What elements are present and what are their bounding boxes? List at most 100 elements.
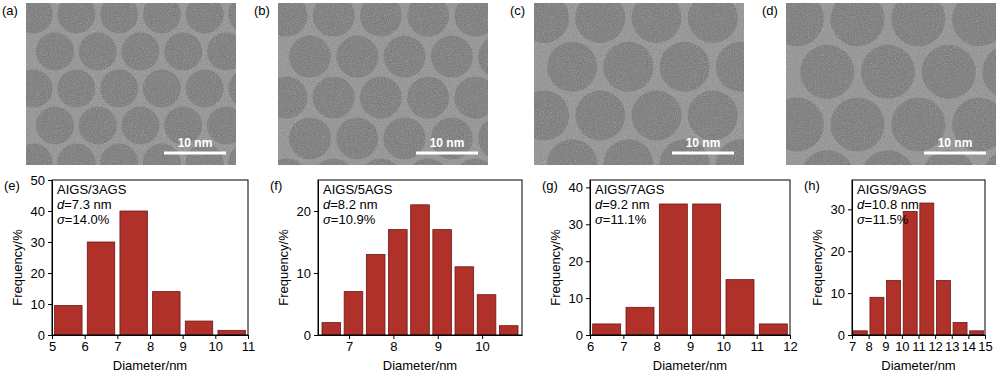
tick-label: 0 — [838, 328, 845, 343]
tick-label: 40 — [569, 180, 583, 195]
tick-label: 9 — [687, 339, 694, 354]
tick-label: 12 — [783, 339, 797, 354]
y-axis: 0 10 20 30 — [831, 181, 853, 343]
tick-label: 6 — [587, 339, 594, 354]
tick-label: 0 — [38, 328, 45, 343]
x-tick: 7 — [849, 335, 856, 354]
plot-frame — [52, 180, 248, 335]
micrograph-background — [786, 3, 996, 165]
tick-label: 20 — [297, 204, 311, 219]
y-tick: 0 — [838, 328, 852, 343]
tick-label: 40 — [31, 204, 45, 219]
tick-label: 10 — [895, 339, 909, 354]
bar — [920, 203, 934, 335]
bar — [433, 230, 452, 335]
y-tick: 20 — [297, 204, 318, 219]
plot-frame — [852, 180, 985, 335]
micrograph-texture — [26, 3, 236, 165]
figure: (a)10 nm(b)10 nm(c)10 nm(d)10 nm56789101… — [0, 0, 1000, 374]
annotation: d=8.2 nm — [323, 197, 378, 212]
x-tick: 10 — [209, 335, 223, 354]
panel-label: (a) — [2, 3, 18, 18]
y-tick: 10 — [831, 286, 852, 301]
y-tick: 0 — [304, 328, 318, 343]
y-tick: 30 — [569, 217, 590, 232]
bar — [55, 306, 82, 335]
tick-label: 20 — [31, 266, 45, 281]
x-axis-title: Diameter/nm — [383, 358, 457, 373]
x-tick: 10 — [717, 335, 731, 354]
y-axis-title: Frequency/% — [548, 229, 563, 306]
tick-label: 5 — [49, 339, 56, 354]
tick-label: 30 — [569, 217, 583, 232]
micrograph-texture — [278, 3, 488, 165]
tick-label: 8 — [866, 339, 873, 354]
tick-mark — [314, 273, 318, 274]
y-axis-title: Frequency/% — [10, 229, 25, 306]
panel-title: AIGS/5AGS — [323, 182, 393, 197]
y-tick: 20 — [569, 254, 590, 269]
micrograph-background — [26, 3, 236, 165]
x-axis: 789101112131415 — [849, 335, 993, 354]
tick-mark — [586, 261, 590, 262]
x-tick: 6 — [587, 335, 594, 354]
tick-mark — [848, 251, 852, 252]
tick-label: 10 — [297, 266, 311, 281]
bars — [593, 204, 788, 335]
tick-label: 30 — [831, 202, 845, 217]
axis-line — [318, 181, 319, 336]
tick-mark — [48, 211, 52, 212]
histogram-panel: 7891001020Diameter/nmFrequency/%(f)AIGS/… — [270, 178, 523, 373]
bar — [185, 321, 212, 335]
tick-mark — [848, 209, 852, 210]
micrograph — [534, 3, 744, 165]
histogram-panel: 7891011121314150102030Diameter/nmFrequen… — [804, 178, 993, 373]
y-tick: 20 — [31, 266, 52, 281]
panel-title: AIGS/7AGS — [595, 182, 665, 197]
micrograph-panel: (c)10 nm — [510, 0, 822, 189]
tick-label: 7 — [620, 339, 627, 354]
tick-label: 10 — [475, 339, 489, 354]
tick-mark — [48, 335, 52, 336]
scale-bar — [672, 152, 734, 155]
x-tick: 12 — [928, 335, 942, 354]
histogram-panel: 56789101101020304050Diameter/nmFrequency… — [4, 173, 255, 373]
x-axis: 6789101112 — [587, 335, 798, 354]
tick-mark — [314, 211, 318, 212]
annotation: d=7.3 nm — [57, 197, 112, 212]
tick-mark — [48, 242, 52, 243]
axis-line — [590, 181, 591, 336]
x-tick: 9 — [687, 335, 694, 354]
y-tick: 40 — [569, 180, 590, 195]
y-tick: 30 — [831, 202, 852, 217]
x-tick: 10 — [475, 335, 489, 354]
tick-label: 7 — [346, 339, 353, 354]
micrograph-texture — [534, 3, 744, 165]
scale-bar-label: 10 nm — [686, 136, 721, 150]
tick-label: 7 — [849, 339, 856, 354]
tick-mark — [848, 293, 852, 294]
scale-bar — [924, 152, 986, 155]
axis-line — [852, 181, 853, 336]
x-tick: 6 — [82, 335, 89, 354]
bar — [499, 326, 518, 335]
tick-label: 8 — [654, 339, 661, 354]
x-axis-title: Diameter/nm — [113, 358, 187, 373]
panel-label: (d) — [762, 3, 778, 18]
panel-label: (e) — [4, 178, 20, 193]
scale-bar — [164, 152, 226, 155]
tick-label: 10 — [31, 297, 45, 312]
tick-label: 9 — [882, 339, 889, 354]
x-axis: 78910 — [319, 335, 523, 354]
tick-label: 10 — [831, 286, 845, 301]
x-axis-title: Diameter/nm — [653, 358, 727, 373]
tick-mark — [586, 187, 590, 188]
x-tick: 13 — [945, 335, 959, 354]
tick-mark — [586, 224, 590, 225]
x-tick: 11 — [912, 335, 926, 354]
x-tick: 8 — [654, 335, 661, 354]
panel-label: (g) — [542, 178, 558, 193]
tick-label: 8 — [147, 339, 154, 354]
x-tick: 14 — [962, 335, 976, 354]
y-tick: 20 — [831, 244, 852, 259]
